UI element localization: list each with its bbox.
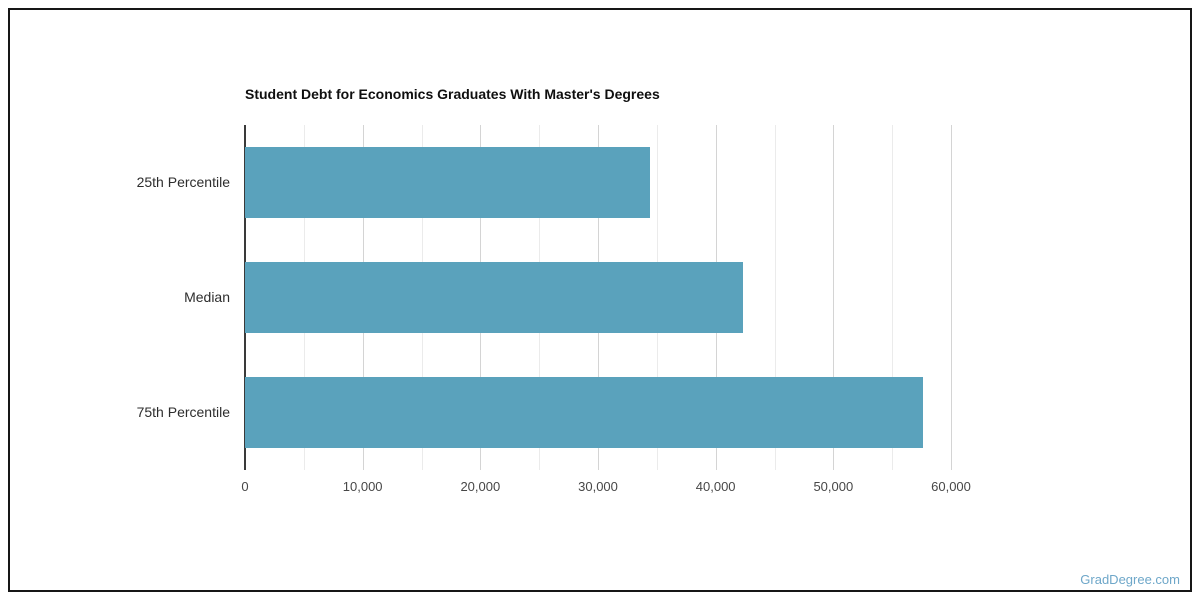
- x-tick-label: 20,000: [460, 479, 501, 494]
- gridline-major: [833, 125, 835, 470]
- x-tick-label: 0: [241, 479, 249, 494]
- bar-median: [245, 262, 743, 333]
- watermark-link[interactable]: GradDegree.com: [1080, 572, 1180, 587]
- x-tick-label: 40,000: [695, 479, 736, 494]
- x-axis: 0 10,000 20,000 30,000 40,000 50,000 60,000: [241, 470, 971, 500]
- gridline-major: [951, 125, 952, 470]
- x-tick-label: 30,000: [578, 479, 618, 494]
- bar-25th-percentile: [245, 147, 650, 218]
- x-tick-label: 60,000: [931, 479, 971, 494]
- category-label: Median: [184, 289, 230, 305]
- plot-area: [244, 125, 952, 470]
- x-tick-label: 10,000: [342, 479, 383, 494]
- category-axis: 25th Percentile Median 75th Percentile: [0, 125, 230, 470]
- x-tick-label: 50,000: [813, 479, 854, 494]
- gridline-minor: [892, 125, 894, 470]
- bar-75th-percentile: [245, 377, 923, 448]
- gridline-minor: [774, 125, 776, 470]
- category-label: 75th Percentile: [136, 404, 230, 420]
- chart-title: Student Debt for Economics Graduates Wit…: [245, 86, 660, 102]
- category-label: 25th Percentile: [136, 174, 230, 190]
